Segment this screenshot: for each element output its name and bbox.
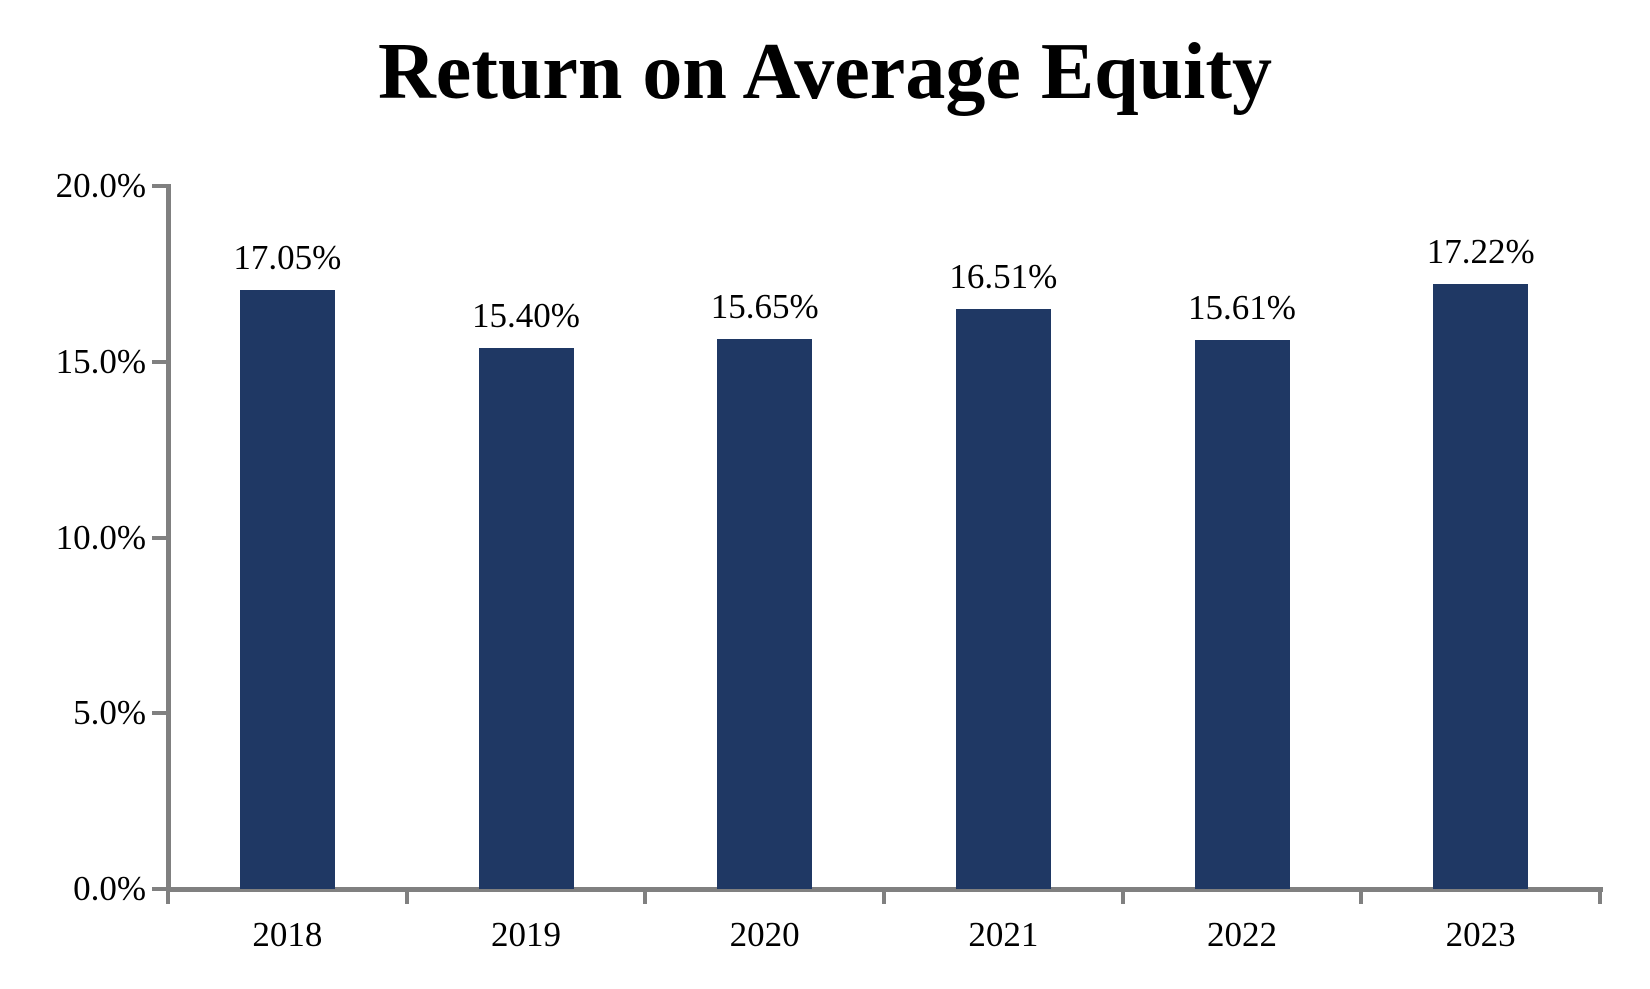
y-axis-tick-label: 10.0% bbox=[55, 518, 146, 557]
x-axis-tick bbox=[1598, 891, 1602, 904]
plot-area: 0.0% 5.0% 10.0% 15.0% 20.0% 17.05% 15.40% 15.6… bbox=[56, 166, 1603, 954]
x-axis-tick bbox=[643, 891, 647, 904]
y-axis-tick-label: 5.0% bbox=[73, 693, 146, 732]
y-axis-tick bbox=[152, 184, 166, 188]
x-category-label: 2019 bbox=[491, 915, 561, 954]
bar-2023 bbox=[1433, 284, 1529, 889]
y-axis-tick-label: 15.0% bbox=[55, 342, 146, 381]
x-category-label: 2018 bbox=[252, 915, 323, 954]
bar-value-label: 16.51% bbox=[949, 257, 1058, 296]
x-axis-tick bbox=[882, 891, 886, 904]
bar-value-label: 15.40% bbox=[472, 296, 580, 335]
x-axis-tick bbox=[1121, 891, 1125, 904]
x-axis-line bbox=[166, 887, 1603, 892]
chart-title: Return on Average Equity bbox=[377, 28, 1273, 116]
bar-2021 bbox=[955, 309, 1051, 889]
bar-2018 bbox=[239, 290, 335, 889]
x-category-label: 2020 bbox=[729, 915, 800, 954]
bar-2022 bbox=[1194, 340, 1290, 889]
y-axis-tick-label: 20.0% bbox=[55, 166, 146, 205]
y-axis-line bbox=[166, 184, 171, 889]
bar-value-label: 17.05% bbox=[233, 238, 342, 277]
x-axis-tick bbox=[1359, 891, 1363, 904]
bar-value-label: 17.22% bbox=[1426, 232, 1535, 271]
y-axis-tick bbox=[152, 360, 166, 364]
bar-2019 bbox=[478, 348, 574, 889]
x-category-label: 2021 bbox=[968, 915, 1039, 954]
y-axis-tick bbox=[152, 887, 166, 891]
y-axis-tick bbox=[152, 711, 166, 715]
x-axis-tick bbox=[166, 891, 170, 904]
x-category-label: 2022 bbox=[1207, 915, 1277, 954]
x-category-label: 2023 bbox=[1445, 915, 1516, 954]
bar-value-label: 15.65% bbox=[710, 287, 819, 326]
y-axis-tick-label: 0.0% bbox=[73, 869, 146, 908]
bar-value-label: 15.61% bbox=[1188, 288, 1296, 327]
y-axis-tick bbox=[152, 536, 166, 540]
bar-2020 bbox=[717, 339, 813, 889]
x-axis-tick bbox=[405, 891, 409, 904]
